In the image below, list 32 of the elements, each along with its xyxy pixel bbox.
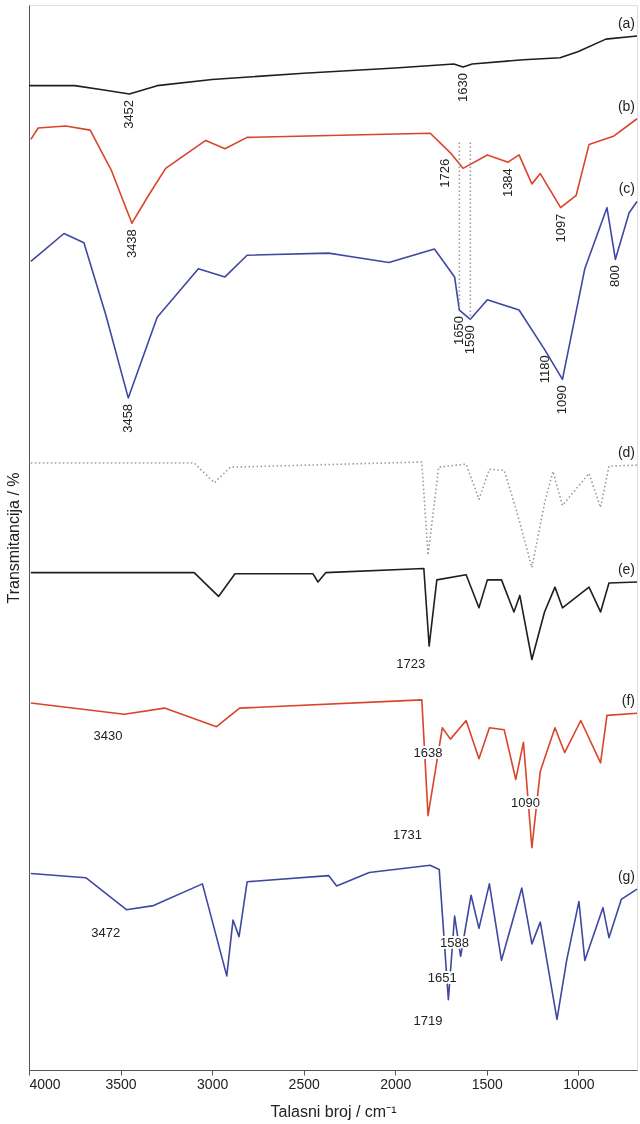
annotation: 3438: [123, 229, 139, 259]
x-axis-title: Talasni broj / cm⁻¹: [270, 1102, 397, 1120]
annotation: 1097: [552, 213, 568, 243]
series-label: (d): [617, 444, 635, 461]
annotation: 1590: [462, 325, 478, 355]
x-tick-label: 1000: [563, 1075, 595, 1092]
annotation: 800: [607, 265, 623, 288]
annotation: 1726: [437, 158, 453, 188]
x-tick-label: 1500: [471, 1075, 504, 1092]
x-tick-label: 4000: [29, 1075, 61, 1092]
annotation: 1384: [500, 168, 516, 198]
annotation: 3458: [120, 403, 136, 433]
annotation: 1731: [393, 826, 423, 842]
series-label: (a): [617, 15, 635, 32]
x-tick-label: 2000: [380, 1075, 412, 1092]
annotation: 3452: [121, 99, 137, 129]
annotation: 3472: [91, 924, 121, 940]
x-tick-label: 3500: [105, 1075, 137, 1092]
annotation: 1630: [455, 73, 471, 102]
series-label: (e): [617, 560, 635, 577]
series-label: (b): [617, 97, 635, 114]
annotation: 1723: [396, 656, 426, 672]
annotation: 3430: [93, 728, 123, 744]
x-tick-label: 2500: [288, 1075, 320, 1092]
annotation: 1719: [413, 1012, 443, 1028]
series-label: (g): [617, 868, 635, 885]
annotation: 1090: [553, 385, 569, 415]
annotation: 1180: [537, 355, 553, 384]
x-tick-label: 3000: [197, 1075, 229, 1092]
series-label: (c): [618, 180, 635, 197]
series-label: (f): [621, 692, 635, 709]
y-axis-title: Transmitancija / %: [4, 472, 22, 604]
